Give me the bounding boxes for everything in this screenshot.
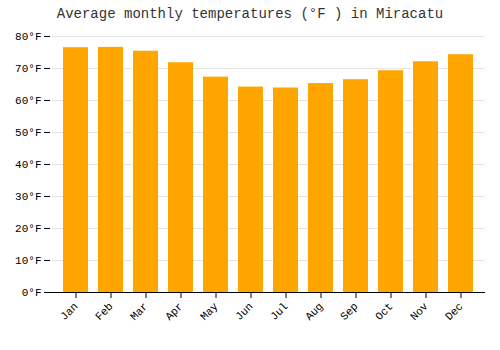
svg-text:Mar: Mar [128,300,150,322]
svg-text:Oct: Oct [373,300,395,322]
html-text:Average monthly temperatures (: Average monthly temperatures (°F ) in Mi… [56,6,444,22]
svg-text:Jun: Jun [233,300,255,322]
svg-text:Jan: Jan [58,300,80,322]
svg-text:40°F: 40°F [15,159,41,171]
svg-text:Nov: Nov [408,300,431,323]
svg-text:Apr: Apr [163,300,185,322]
svg-text:20°F: 20°F [15,223,41,235]
svg-text:Sep: Sep [338,300,360,322]
svg-text:80°F: 80°F [15,31,41,43]
svg-text:Aug: Aug [303,300,325,322]
svg-text:10°F: 10°F [15,255,41,267]
svg-text:70°F: 70°F [15,63,41,75]
svg-text:0°F: 0°F [22,287,42,299]
svg-text:Jul: Jul [268,300,290,322]
svg-text:60°F: 60°F [15,95,41,107]
svg-text:30°F: 30°F [15,191,41,203]
svg-text:Dec: Dec [443,300,465,322]
svg-text:50°F: 50°F [15,127,41,139]
svg-text:May: May [198,300,221,323]
svg-text:Feb: Feb [93,300,115,322]
